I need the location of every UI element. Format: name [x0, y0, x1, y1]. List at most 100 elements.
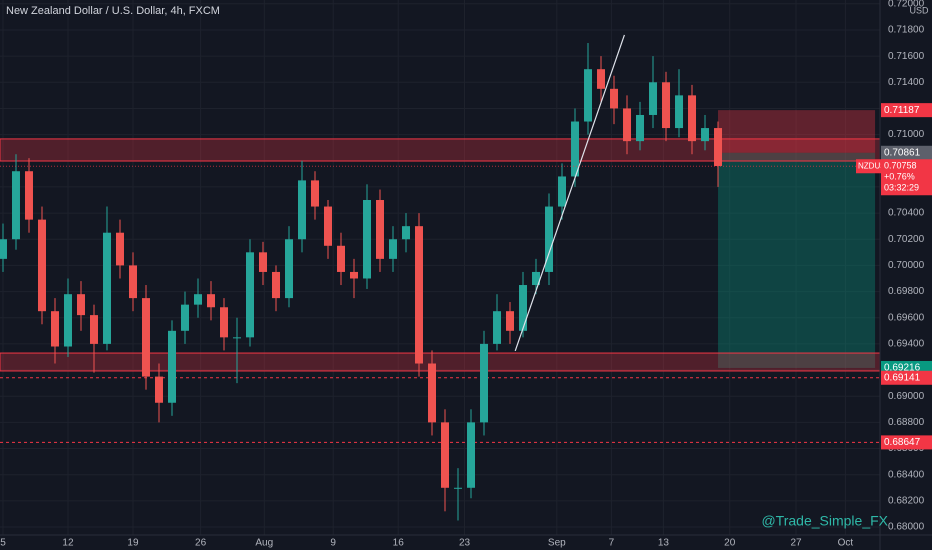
candle-body: [519, 285, 528, 331]
y-tick-label: 0.69800: [888, 286, 925, 297]
price-label: 0.70861: [884, 147, 921, 158]
candle-body: [337, 245, 346, 272]
candle-body: [415, 226, 424, 364]
candle-body: [24, 171, 33, 220]
last-price-box: [881, 159, 932, 196]
candle-body: [258, 252, 267, 272]
candle-body: [532, 271, 541, 286]
candle-body: [493, 311, 502, 344]
y-tick-label: 0.69000: [888, 391, 925, 402]
candle-body: [688, 95, 697, 142]
candle-body: [402, 226, 411, 240]
x-tick-label: 23: [459, 538, 471, 549]
candle-body: [284, 239, 293, 299]
candle-body: [610, 88, 619, 109]
zone: [0, 352, 881, 372]
candle-body: [180, 304, 189, 331]
y-tick-label: 0.69600: [888, 312, 925, 323]
price-label: 0.69141: [884, 372, 921, 383]
candle-body: [167, 330, 176, 403]
candle-body: [219, 307, 228, 338]
candle-body: [597, 69, 606, 89]
y-tick-label: 0.68400: [888, 469, 925, 480]
candle-body: [454, 487, 463, 489]
chart-title: New Zealand Dollar / U.S. Dollar, 4h, FX…: [6, 5, 220, 17]
x-tick-label: 26: [195, 538, 207, 549]
price-axis: [880, 0, 932, 550]
y-tick-label: 0.70200: [888, 234, 925, 245]
candle-body: [428, 363, 437, 423]
countdown: 03:32:29: [884, 183, 919, 193]
y-tick-label: 0.70000: [888, 260, 925, 271]
trend-line: [514, 34, 625, 352]
candle-body: [206, 294, 215, 308]
y-tick-label: 0.71600: [888, 51, 925, 62]
symbol-label: NZDUSD: [858, 161, 892, 170]
x-tick-label: Sep: [548, 538, 566, 549]
candle-body: [649, 82, 658, 115]
y-tick-label: 0.71000: [888, 129, 925, 140]
candle-body: [389, 239, 398, 259]
x-tick-label: 20: [724, 538, 736, 549]
candle-body: [324, 206, 333, 246]
candle-body: [350, 271, 359, 279]
candle-body: [245, 252, 254, 338]
candle-body: [480, 343, 489, 423]
price-label-box: [881, 370, 932, 385]
y-tick-label: 0.68000: [888, 522, 925, 533]
x-tick-label: 7: [609, 538, 615, 549]
candle-body: [298, 180, 307, 240]
candle-body: [558, 176, 567, 207]
y-tick-label: 0.71800: [888, 25, 925, 36]
candle-body: [675, 95, 684, 129]
candle-body: [441, 422, 450, 488]
y-tick-label: 0.72000: [888, 0, 925, 9]
x-tick-label: Oct: [838, 538, 854, 549]
price-label-box: [881, 435, 932, 450]
candle-body: [76, 294, 85, 316]
candle-body: [154, 376, 163, 403]
watermark: @Trade_Simple_FX: [761, 513, 888, 529]
price-label-box: [881, 103, 932, 118]
x-tick-label: Aug: [255, 538, 273, 549]
candle-body: [311, 180, 320, 207]
candle-body: [11, 171, 20, 240]
y-tick-label: 0.68200: [888, 496, 925, 507]
candle-body: [376, 200, 385, 259]
x-tick-label: 19: [127, 538, 139, 549]
x-tick-label: 5: [0, 538, 6, 549]
candle-body: [571, 121, 580, 177]
last-change: +0.76%: [884, 172, 915, 182]
price-label: 0.68647: [884, 437, 921, 448]
candle-body: [363, 200, 372, 279]
target-zone: [718, 152, 876, 368]
price-label: 0.69216: [884, 363, 921, 374]
candle-body: [193, 294, 202, 305]
candle-body: [584, 69, 593, 122]
price-label: 0.71187: [884, 105, 920, 116]
candle-body: [89, 315, 98, 344]
x-tick-label: 13: [658, 538, 670, 549]
x-tick-label: 12: [62, 538, 74, 549]
price-label-box: [881, 145, 932, 160]
candle-body: [623, 108, 632, 142]
candle-body: [0, 239, 7, 259]
plot-area: [0, 0, 881, 535]
candle-body: [506, 311, 515, 331]
candle-body: [37, 219, 46, 312]
candle-body: [141, 298, 150, 377]
x-tick-label: 27: [790, 538, 802, 549]
candle-body: [714, 128, 723, 166]
candle-body: [128, 265, 137, 299]
zone: [0, 138, 881, 162]
candle-body: [63, 294, 72, 347]
last-price: 0.70758: [884, 161, 917, 171]
axis-unit: USD: [909, 5, 929, 15]
candle-body: [50, 311, 59, 347]
y-tick-label: 0.71400: [888, 77, 925, 88]
candle-body: [115, 232, 124, 266]
candle-body: [545, 206, 554, 272]
